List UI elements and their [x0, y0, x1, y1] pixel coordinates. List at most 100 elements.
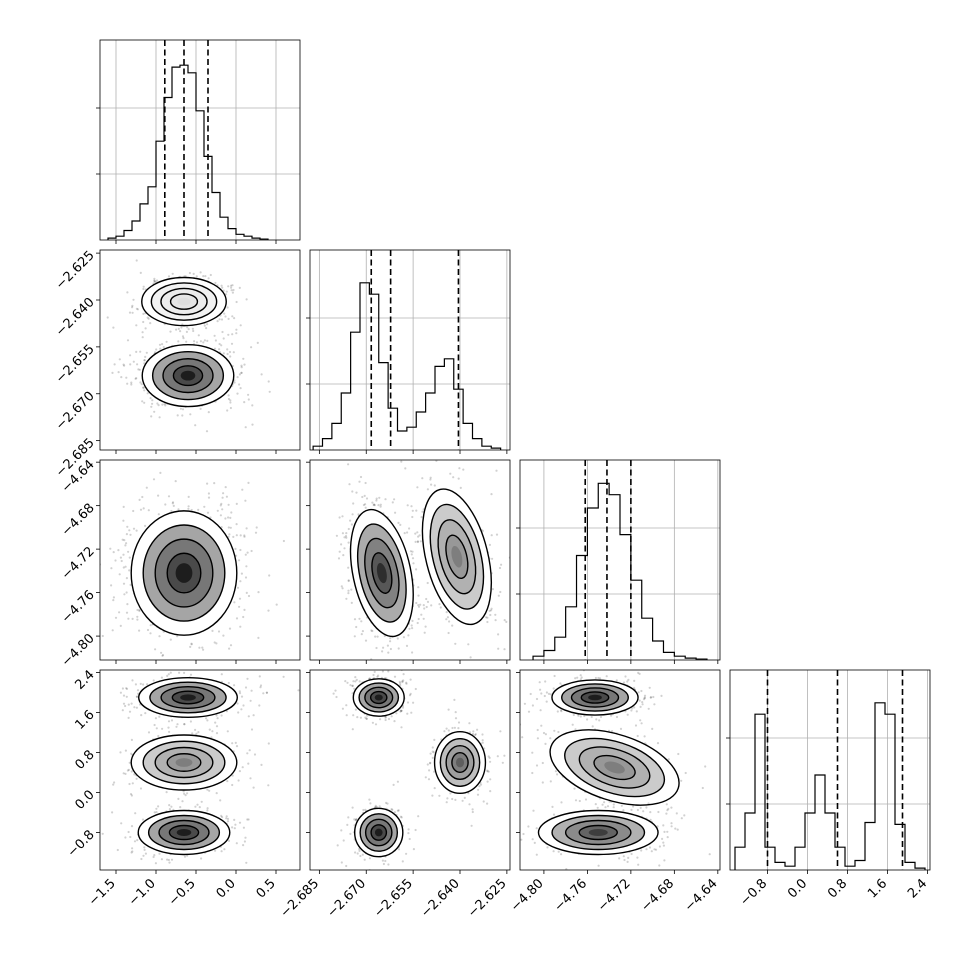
- scatter-point-3-0: [249, 699, 252, 702]
- scatter-point-3-1: [427, 778, 431, 781]
- scatter-point-3-1: [365, 717, 368, 721]
- scatter-point-3-0: [168, 730, 171, 734]
- scatter-point-3-0: [128, 710, 132, 713]
- scatter-point-3-0: [130, 825, 134, 828]
- scatter-point-2-0: [228, 533, 231, 536]
- scatter-point-2-0: [228, 627, 232, 630]
- scatter-point-2-0: [222, 634, 225, 637]
- scatter-point-2-1: [347, 579, 350, 583]
- scatter-point-1-0: [188, 271, 191, 275]
- scatter-point-1-0: [206, 323, 209, 326]
- scatter-point-1-0: [218, 318, 221, 321]
- scatter-point-1-0: [141, 331, 144, 334]
- scatter-point-3-0: [182, 790, 185, 793]
- scatter-point-3-0: [265, 691, 268, 694]
- scatter-point-3-0: [122, 772, 125, 775]
- scatter-point-1-0: [187, 328, 190, 331]
- scatter-point-1-0: [236, 376, 239, 379]
- scatter-point-3-1: [405, 681, 408, 684]
- scatter-point-1-0: [202, 275, 205, 278]
- scatter-point-2-1: [348, 483, 351, 486]
- scatter-point-2-0: [152, 478, 156, 481]
- scatter-point-3-0: [124, 704, 127, 708]
- scatter-point-3-1: [379, 718, 382, 721]
- scatter-point-2-1: [382, 646, 385, 649]
- scatter-point-1-0: [158, 416, 161, 419]
- scatter-point-2-1: [498, 566, 502, 570]
- scatter-point-3-0: [267, 742, 270, 745]
- scatter-point-3-1: [368, 677, 371, 680]
- scatter-point-1-0: [221, 330, 224, 334]
- scatter-point-2-1: [347, 589, 350, 592]
- scatter-point-2-0: [118, 573, 121, 576]
- scatter-point-1-0: [247, 393, 250, 396]
- scatter-point-2-0: [145, 486, 148, 489]
- scatter-point-3-0: [154, 717, 157, 720]
- scatter-point-1-0: [177, 327, 180, 330]
- scatter-point-1-0: [132, 360, 135, 363]
- scatter-point-1-0: [228, 350, 232, 354]
- scatter-point-3-1: [470, 824, 473, 827]
- scatter-point-3-1: [431, 750, 434, 753]
- scatter-point-2-1: [378, 496, 381, 499]
- scatter-point-3-0: [191, 732, 194, 735]
- scatter-point-1-0: [150, 415, 153, 418]
- scatter-point-2-0: [110, 567, 113, 570]
- scatter-point-3-1: [474, 733, 477, 736]
- scatter-point-2-1: [362, 503, 365, 507]
- scatter-point-1-0: [158, 343, 162, 346]
- scatter-point-3-1: [401, 706, 405, 709]
- scatter-point-2-0: [149, 632, 152, 635]
- scatter-point-3-1: [487, 755, 490, 758]
- scatter-point-1-0: [222, 337, 225, 340]
- scatter-point-2-1: [446, 616, 449, 619]
- scatter-point-2-0: [235, 523, 238, 526]
- scatter-point-1-0: [238, 286, 241, 289]
- scatter-point-2-1: [408, 527, 411, 530]
- scatter-point-3-1: [384, 716, 387, 719]
- scatter-point-3-0: [130, 770, 133, 773]
- scatter-point-3-0: [247, 762, 250, 765]
- scatter-point-2-1: [433, 484, 436, 487]
- scatter-point-3-0: [175, 725, 178, 728]
- scatter-point-2-0: [138, 608, 141, 612]
- scatter-point-3-1: [449, 792, 452, 795]
- scatter-point-1-0: [235, 300, 238, 304]
- scatter-point-2-0: [224, 517, 227, 520]
- scatter-point-3-1: [372, 673, 375, 677]
- scatter-point-2-1: [355, 625, 358, 629]
- scatter-point-2-1: [438, 603, 441, 606]
- scatter-point-2-0: [243, 534, 246, 537]
- scatter-point-3-1: [400, 709, 403, 712]
- scatter-point-1-0: [213, 347, 217, 350]
- scatter-point-1-0: [232, 351, 235, 354]
- scatter-point-2-0: [257, 636, 260, 640]
- scatter-point-3-1: [345, 864, 348, 868]
- scatter-point-2-1: [355, 491, 358, 494]
- scatter-point-3-1: [488, 756, 491, 760]
- scatter-point-2-1: [495, 469, 498, 472]
- scatter-point-2-0: [95, 532, 97, 534]
- scatter-point-2-1: [408, 627, 411, 630]
- scatter-point-3-0: [155, 807, 158, 810]
- scatter-point-3-0: [129, 835, 132, 839]
- scatter-point-1-0: [218, 342, 221, 346]
- scatter-point-2-1: [351, 490, 354, 493]
- scatter-point-2-0: [122, 566, 125, 569]
- scatter-point-3-1: [445, 801, 448, 804]
- scatter-point-3-0: [231, 783, 234, 787]
- scatter-point-3-0: [131, 782, 134, 785]
- scatter-point-3-0: [246, 677, 249, 680]
- scatter-point-2-1: [361, 495, 364, 499]
- scatter-point-2-0: [109, 547, 112, 550]
- scatter-point-3-1: [359, 716, 362, 719]
- scatter-point-2-1: [384, 498, 387, 501]
- scatter-point-3-0: [218, 665, 220, 667]
- scatter-point-3-1: [429, 762, 432, 765]
- scatter-point-2-1: [419, 540, 422, 543]
- scatter-point-3-0: [183, 723, 186, 726]
- scatter-point-3-1: [482, 800, 485, 803]
- scatter-point-1-0: [140, 383, 143, 386]
- scatter-point-3-0: [221, 816, 224, 819]
- scatter-point-2-1: [417, 586, 420, 589]
